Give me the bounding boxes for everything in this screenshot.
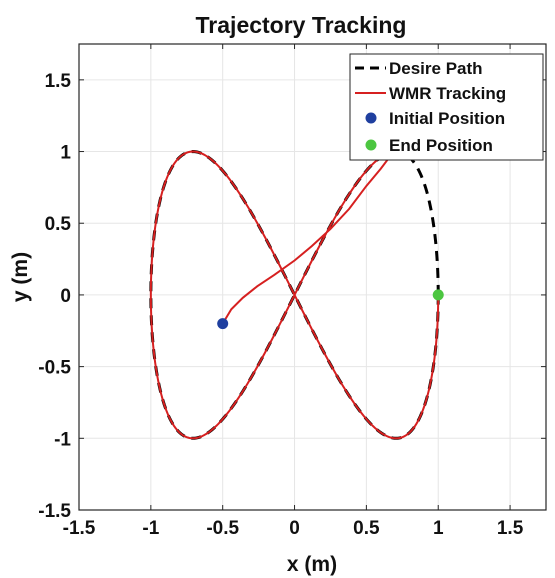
series-layer (149, 150, 444, 440)
legend-label-wmr-tracking: WMR Tracking (389, 84, 506, 103)
marker-initial-position (217, 318, 229, 330)
marker-end-position (432, 289, 444, 301)
legend: Desire Path WMR Tracking Initial Positio… (349, 53, 544, 161)
legend-label-initial-position: Initial Position (389, 109, 505, 128)
y-tick-label: -1.5 (38, 501, 71, 522)
plot-frame (78, 43, 547, 511)
legend-box (349, 53, 544, 161)
y-tick-label: -1 (54, 429, 71, 450)
y-tick-label: 1.5 (45, 71, 72, 92)
x-tick-label: -1 (142, 518, 159, 539)
x-tick-label: -0.5 (206, 518, 239, 539)
x-tick-label: 1 (433, 518, 444, 539)
y-tick-label: 0 (60, 286, 71, 307)
x-tick-label: -1.5 (63, 518, 96, 539)
axis-ticks: -1.5 -1 -0.5 0 0.5 1 1.5 -1.5 -1 -0.5 0 0.5 1 1.5 (38, 44, 546, 539)
x-tick-label: 0.5 (353, 518, 380, 539)
y-tick-label: 1 (60, 143, 71, 164)
y-tick-label: -0.5 (38, 358, 71, 379)
legend-swatch-initial-position (365, 112, 377, 124)
legend-label-end-position: End Position (389, 136, 493, 155)
chart-title: Trajectory Tracking (196, 12, 407, 38)
x-tick-label: 0 (289, 518, 300, 539)
legend-swatch-end-position (365, 139, 377, 151)
x-tick-label: 1.5 (497, 518, 524, 539)
x-axis-label: x (m) (287, 553, 337, 576)
y-axis-label: y (m) (9, 252, 32, 302)
series-line-wmr-tracking (149, 150, 440, 440)
y-tick-label: 0.5 (45, 214, 72, 235)
legend-label-desire-path: Desire Path (389, 59, 483, 78)
